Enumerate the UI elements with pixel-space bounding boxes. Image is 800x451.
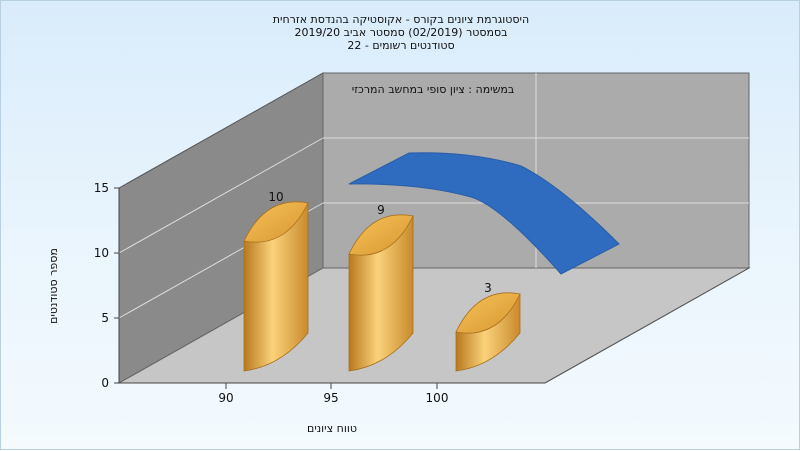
x-tick-labels: 90 95 100: [218, 383, 448, 405]
bar-top-cap: [243, 201, 309, 243]
bar-body: [243, 202, 309, 372]
bar-value-label: 3: [484, 281, 492, 295]
y-tick-label: 15: [94, 181, 109, 195]
chart-title-line-1: היסטוגרמת ציונים בקורס - אקוסטיקה בהנדסת…: [272, 13, 530, 26]
bar-90: 10: [243, 190, 309, 372]
chart-right-rim: [544, 267, 750, 384]
bar-top-cap: [455, 292, 521, 334]
y-tick-label: 10: [94, 246, 109, 260]
chart-title-line-2: בסמסטר (02/2019) סמסטר אביב 2019/20: [294, 26, 508, 39]
chart-annotation: במשימה : ציון סופי במחשב המרכזי: [352, 83, 515, 96]
chart-title-line-3: סטודנטים רשומים - 22: [347, 39, 455, 52]
x-axis-label: טווח ציונים: [307, 422, 357, 435]
gridline-left-wall: [118, 137, 324, 254]
y-tick-label: 5: [101, 311, 109, 325]
blue-curve-shape: [348, 152, 620, 275]
y-axis-label: מספר סטודנטים: [47, 248, 60, 324]
bar-95: 9: [348, 203, 414, 372]
y-tick-label: 0: [101, 376, 109, 390]
bar-value-label: 10: [268, 190, 283, 204]
bar-value-label: 9: [377, 203, 385, 217]
x-tick-label: 90: [218, 391, 233, 405]
bar-100: 3: [455, 281, 521, 372]
y-tick-labels: 0 5 10 15: [94, 181, 119, 390]
x-tick-label: 100: [426, 391, 449, 405]
bar-top-cap: [348, 214, 414, 256]
bars-group: 10 9 3: [243, 190, 521, 372]
x-tick-label: 95: [323, 391, 338, 405]
